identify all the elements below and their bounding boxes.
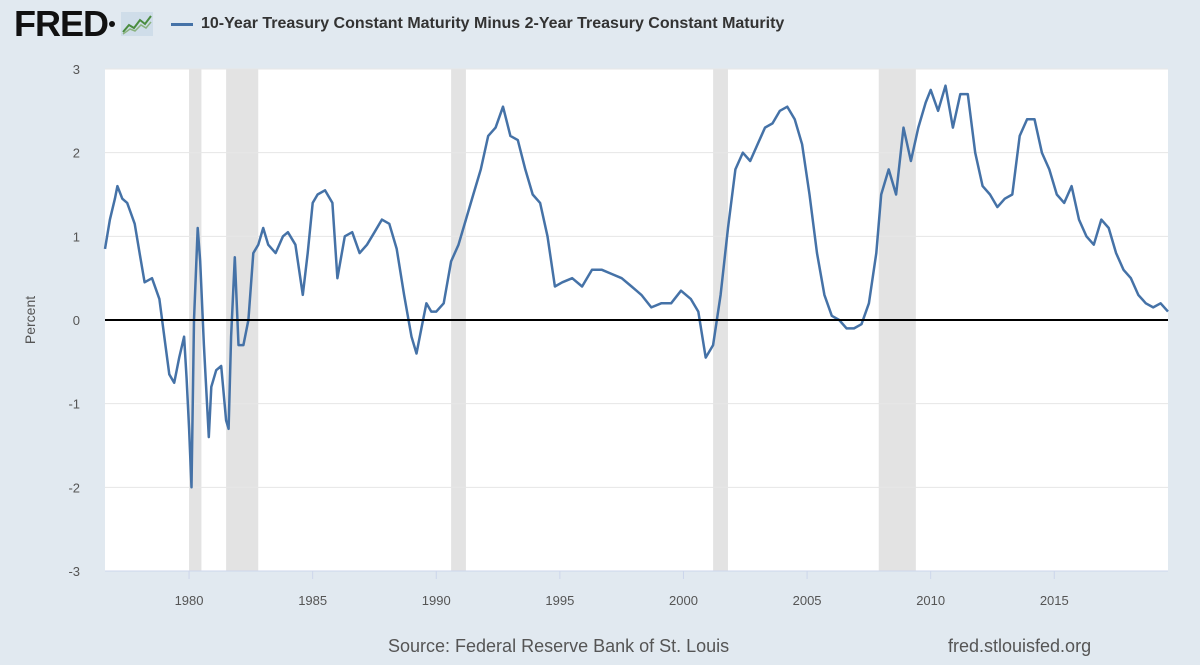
y-tick-label: 0 — [73, 313, 80, 328]
legend-swatch — [171, 22, 193, 26]
source-note: Source: Federal Reserve Bank of St. Loui… — [388, 636, 730, 656]
line-chart-icon — [121, 12, 153, 36]
chart-header: FRED 10-Year Treasury Constant Maturity … — [14, 4, 784, 44]
y-tick-label: -1 — [68, 397, 80, 412]
y-tick-label: 3 — [73, 62, 80, 77]
x-tick-label: 1990 — [422, 593, 451, 608]
y-axis-label: Percent — [22, 295, 38, 345]
x-tick-label: 1995 — [545, 593, 574, 608]
x-tick-label: 2000 — [669, 593, 698, 608]
series-line — [103, 84, 1169, 489]
site-link[interactable]: fred.stlouisfed.org — [948, 636, 1092, 656]
legend-label[interactable]: 10-Year Treasury Constant Maturity Minus… — [201, 15, 785, 32]
x-tick-label: 2005 — [793, 593, 822, 608]
y-tick-label: 2 — [73, 146, 80, 161]
y-tick-label: -2 — [68, 480, 80, 495]
x-tick-label: 1980 — [175, 593, 204, 608]
logo-dot — [109, 21, 115, 27]
x-tick-label: 2015 — [1040, 593, 1069, 608]
fred-logo: FRED — [14, 3, 109, 44]
y-tick-label: 1 — [73, 229, 80, 244]
x-tick-label: 2010 — [916, 593, 945, 608]
x-tick-label: 1985 — [298, 593, 327, 608]
y-tick-label: -3 — [68, 564, 80, 579]
